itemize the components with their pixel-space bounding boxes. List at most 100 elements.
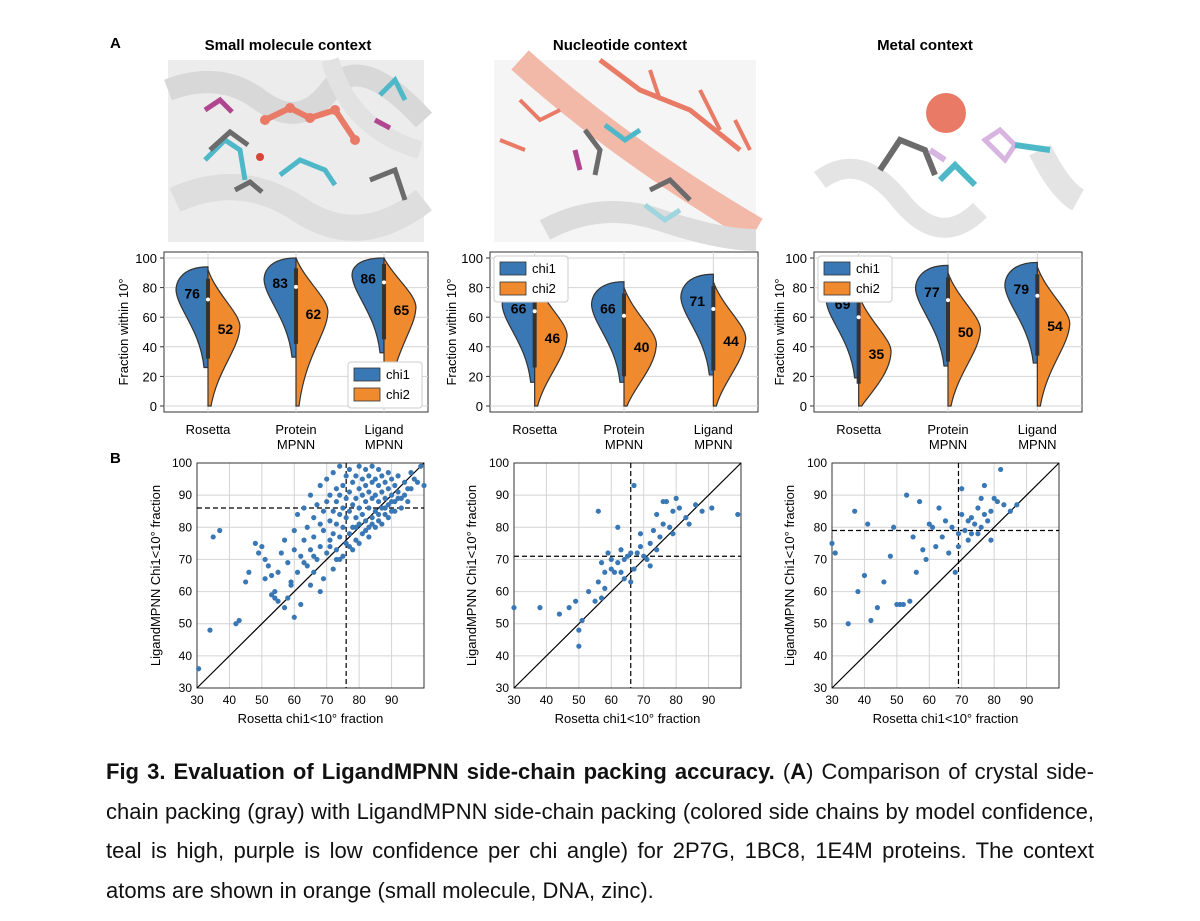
y-tick-label: 90 bbox=[179, 488, 193, 502]
chi1-median-label: 76 bbox=[184, 286, 200, 302]
data-point bbox=[611, 569, 618, 575]
x-axis-label: Rosetta chi1<10° fraction bbox=[238, 711, 384, 726]
data-point bbox=[576, 643, 582, 649]
data-point bbox=[920, 547, 926, 553]
y-tick-label: 20 bbox=[793, 369, 807, 384]
y-tick-label: 20 bbox=[143, 369, 157, 384]
caption-fig-label: Fig 3. Evaluation of LigandMPNN side-cha… bbox=[106, 759, 775, 784]
data-point bbox=[337, 511, 343, 518]
scatter-chart-2: 30 40 50 60 70 80 90 30 40 50 60 70 80 90 100 Rosetta c… bbox=[464, 456, 742, 726]
data-point bbox=[401, 479, 408, 485]
data-point bbox=[978, 495, 984, 501]
data-point bbox=[900, 601, 906, 608]
data-point bbox=[949, 524, 955, 530]
data-point bbox=[382, 479, 388, 485]
plot-frame bbox=[196, 462, 425, 689]
data-point bbox=[359, 531, 365, 537]
data-point bbox=[994, 498, 1000, 505]
data-point bbox=[324, 476, 330, 482]
data-point bbox=[363, 482, 369, 489]
y-tick-label: 0 bbox=[476, 399, 483, 414]
x-tick-label: 40 bbox=[223, 693, 237, 707]
data-point bbox=[881, 579, 887, 585]
data-point bbox=[395, 473, 401, 479]
x-tick-label: 90 bbox=[702, 693, 716, 707]
legend-swatch bbox=[823, 281, 851, 296]
y-tick-label: 80 bbox=[179, 520, 193, 534]
x-tick-label: 90 bbox=[385, 693, 399, 707]
data-point bbox=[353, 537, 359, 543]
data-point bbox=[676, 505, 682, 511]
y-tick-label: 40 bbox=[814, 649, 828, 663]
data-point bbox=[359, 476, 365, 482]
x-tick-label: 30 bbox=[507, 693, 521, 707]
data-point bbox=[317, 543, 323, 550]
data-point bbox=[294, 511, 301, 518]
data-point bbox=[735, 511, 741, 518]
data-point bbox=[275, 598, 281, 604]
data-point bbox=[340, 482, 346, 489]
data-point bbox=[327, 518, 333, 524]
data-point bbox=[366, 524, 372, 530]
data-point bbox=[408, 470, 414, 476]
x-tick-label: MPNN bbox=[929, 437, 967, 452]
data-point bbox=[985, 518, 991, 524]
legend-label: chi2 bbox=[856, 281, 880, 296]
data-point bbox=[236, 617, 242, 624]
data-point bbox=[353, 473, 359, 479]
data-point bbox=[942, 518, 949, 524]
data-point bbox=[363, 466, 369, 473]
chi1-median-label: 66 bbox=[511, 300, 527, 316]
data-point bbox=[369, 479, 375, 485]
data-point bbox=[1014, 502, 1020, 508]
figure-caption: Fig 3. Evaluation of LigandMPNN side-cha… bbox=[106, 752, 1094, 910]
data-point bbox=[395, 495, 401, 501]
x-tick-label: MPNN bbox=[605, 437, 643, 452]
data-point bbox=[268, 592, 275, 598]
caption-text-2: ) Comparison of crystal side-chain packi… bbox=[106, 759, 1094, 903]
data-point bbox=[330, 470, 336, 476]
data-point bbox=[598, 595, 605, 601]
y-tick-label: 60 bbox=[793, 310, 807, 325]
data-point bbox=[829, 540, 835, 546]
data-point bbox=[408, 486, 414, 492]
x-tick-label: Rosetta bbox=[836, 422, 882, 437]
data-point bbox=[317, 482, 323, 489]
structure-image-metal bbox=[814, 60, 1085, 242]
data-point bbox=[301, 537, 307, 543]
x-tick-label: 70 bbox=[320, 693, 334, 707]
data-point bbox=[372, 492, 378, 498]
data-point bbox=[369, 463, 375, 469]
x-tick-label: 40 bbox=[540, 693, 554, 707]
chi2-median-label: 44 bbox=[723, 333, 739, 349]
data-point bbox=[579, 617, 585, 624]
data-point bbox=[566, 605, 572, 611]
data-point bbox=[595, 579, 601, 585]
panel-b-label: B bbox=[110, 450, 121, 467]
data-point bbox=[852, 508, 858, 514]
data-point bbox=[376, 518, 382, 524]
data-point bbox=[657, 534, 663, 540]
data-point bbox=[608, 566, 614, 572]
data-point bbox=[307, 547, 314, 553]
data-point bbox=[337, 556, 343, 563]
data-point bbox=[693, 502, 699, 508]
violin-chart-1: 0 20 40 60 80 100 Fraction within 10° Rosetta Pr… bbox=[116, 251, 429, 452]
y-tick-label: 20 bbox=[469, 369, 483, 384]
x-tick-label: 40 bbox=[858, 693, 872, 707]
data-point bbox=[556, 611, 563, 617]
data-point bbox=[955, 543, 962, 550]
data-point bbox=[346, 531, 353, 537]
chi2-median-label: 52 bbox=[218, 321, 234, 337]
data-point bbox=[615, 560, 621, 566]
legend-swatch bbox=[353, 367, 381, 382]
data-point bbox=[243, 579, 249, 585]
data-point bbox=[291, 614, 297, 620]
y-tick-label: 90 bbox=[814, 488, 828, 502]
structure-image-nucleotide bbox=[494, 50, 763, 251]
data-point bbox=[350, 479, 356, 485]
x-tick-label: MPNN bbox=[365, 437, 403, 452]
data-point bbox=[307, 492, 314, 498]
